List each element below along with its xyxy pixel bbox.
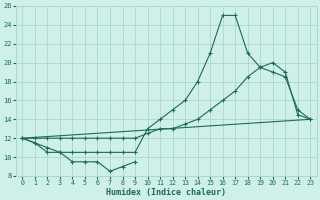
X-axis label: Humidex (Indice chaleur): Humidex (Indice chaleur) [106,188,226,197]
